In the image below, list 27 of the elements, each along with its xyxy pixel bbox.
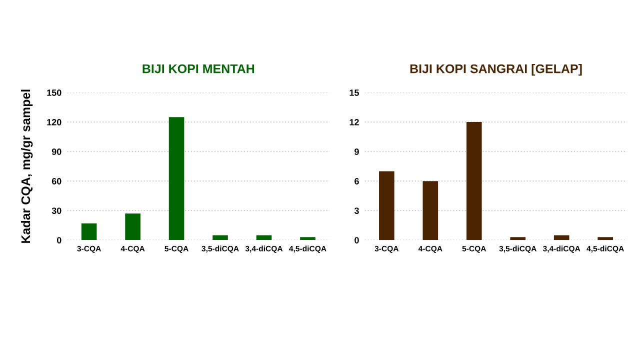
y-tick-label: 15 (350, 90, 359, 96)
chart-title: BIJI KOPI MENTAH (142, 64, 254, 74)
bar (379, 171, 394, 240)
bar (598, 237, 613, 240)
bar (554, 235, 570, 240)
bar (510, 237, 526, 240)
y-tick-label: 0 (354, 237, 359, 244)
y-axis-title: Kadar CQA, mg/gr sampel (20, 90, 33, 243)
bar (81, 223, 97, 240)
bar (168, 117, 184, 240)
y-tick-label: 12 (350, 119, 359, 126)
y-tick-label: 6 (354, 178, 359, 184)
chart-title: BIJI KOPI SANGRAI [GELAP] (410, 64, 582, 76)
bar (466, 122, 482, 240)
y-tick-label: 150 (47, 89, 62, 96)
y-tick-label: 30 (52, 208, 62, 214)
y-tick-label: 9 (354, 148, 359, 155)
y-tick-label: 3 (354, 208, 359, 214)
y-tick-label: 60 (52, 178, 62, 184)
y-tick-label: 90 (52, 148, 62, 155)
bar (422, 181, 438, 240)
y-tick-label: 120 (47, 119, 62, 126)
bar (300, 237, 316, 240)
bar (256, 235, 272, 240)
bar (125, 214, 140, 240)
bar (212, 235, 228, 240)
y-tick-label: 0 (56, 237, 62, 244)
